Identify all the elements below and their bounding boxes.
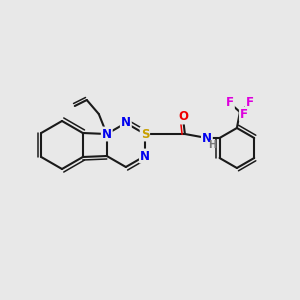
Text: S: S <box>141 128 149 140</box>
Text: N: N <box>140 149 150 163</box>
Text: O: O <box>178 110 188 124</box>
Text: N: N <box>102 128 112 140</box>
Text: N: N <box>202 131 212 145</box>
Text: H: H <box>208 140 216 150</box>
Text: F: F <box>226 97 234 110</box>
Text: N: N <box>121 116 131 130</box>
Text: F: F <box>240 107 248 121</box>
Text: F: F <box>246 97 254 110</box>
